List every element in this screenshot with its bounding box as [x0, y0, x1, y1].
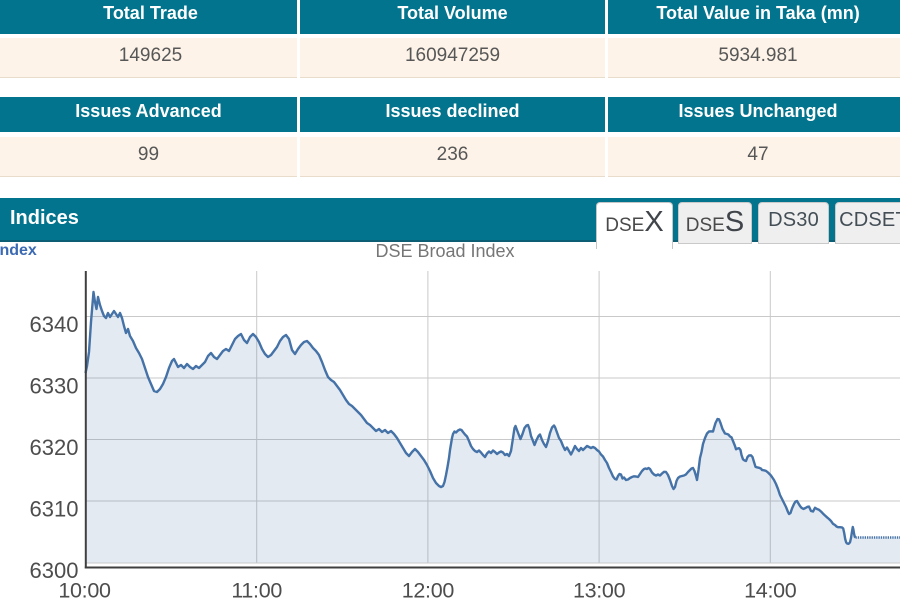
svg-text:13:00: 13:00 — [573, 579, 626, 600]
svg-text:6340: 6340 — [30, 312, 79, 337]
svg-text:6310: 6310 — [30, 497, 79, 522]
svg-text:14:00: 14:00 — [744, 579, 797, 600]
svg-text:10:00: 10:00 — [58, 579, 111, 600]
svg-text:6330: 6330 — [30, 374, 79, 399]
svg-text:11:00: 11:00 — [231, 579, 282, 600]
svg-text:12:00: 12:00 — [402, 579, 455, 600]
svg-text:6300: 6300 — [30, 558, 79, 583]
svg-text:6320: 6320 — [30, 435, 79, 460]
